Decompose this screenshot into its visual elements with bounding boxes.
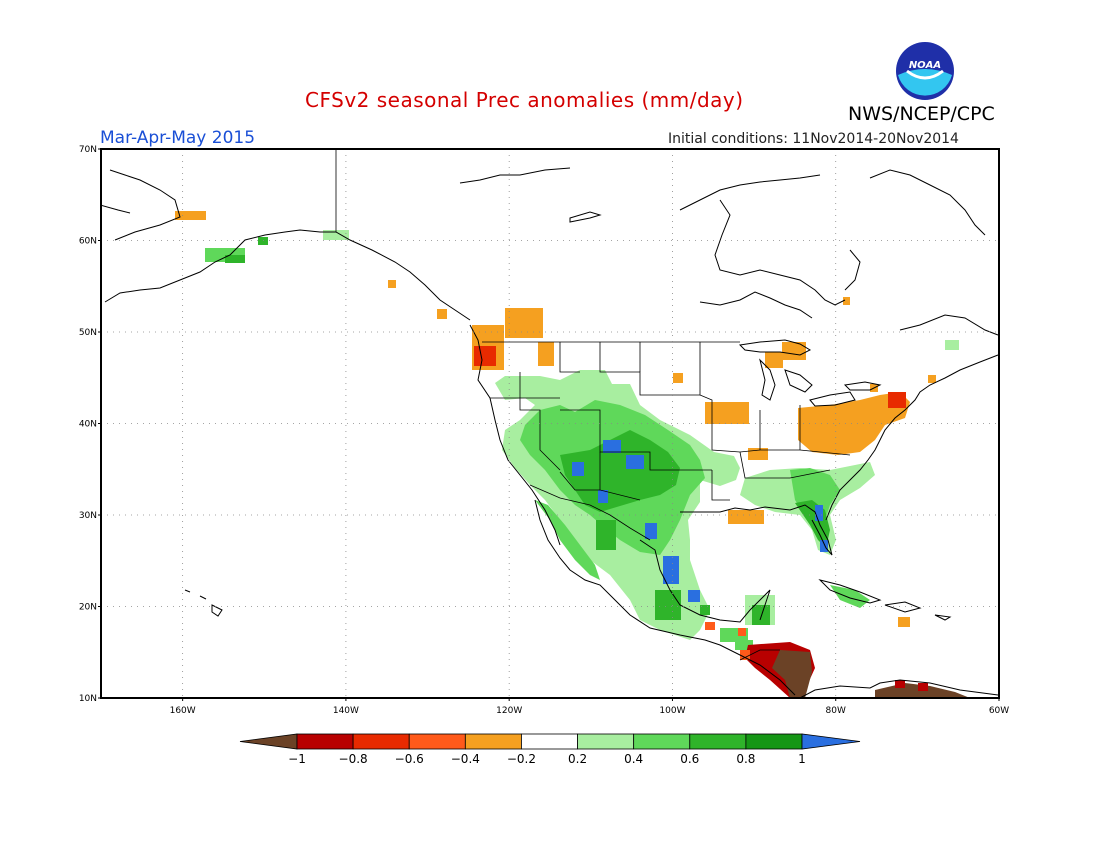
lat-label: 30N xyxy=(79,511,97,521)
lon-label: 140W xyxy=(333,706,359,716)
lon-label: 160W xyxy=(170,706,196,716)
initial-conditions-label: Initial conditions: 11Nov2014-20Nov2014 xyxy=(668,131,959,147)
chart-title: CFSv2 seasonal Prec anomalies (mm/day) xyxy=(305,88,744,112)
colorbar-right-arrow xyxy=(801,733,861,750)
lat-label: 70N xyxy=(79,145,97,155)
longitude-labels: 160W 140W 120W 100W 80W 60W xyxy=(170,698,1009,716)
colorbar-segment xyxy=(689,733,747,750)
lat-label: 10N xyxy=(79,694,97,704)
colorbar-label: 0.2 xyxy=(568,752,587,766)
colorbar-segment xyxy=(633,733,691,750)
anomaly-shading xyxy=(175,211,970,698)
colorbar-label: 0.6 xyxy=(680,752,699,766)
latitude-labels: 70N 60N 50N 40N 30N 20N 10N xyxy=(79,145,101,704)
colorbar xyxy=(239,733,861,750)
lat-label: 20N xyxy=(79,603,97,613)
agency-label: NWS/NCEP/CPC xyxy=(848,103,995,125)
noaa-logo-text: NOAA xyxy=(909,60,941,71)
colorbar-label: 0.8 xyxy=(736,752,755,766)
colorbar-left-arrow xyxy=(239,733,298,750)
lon-label: 120W xyxy=(496,706,522,716)
borders xyxy=(335,149,851,661)
colorbar-segment xyxy=(521,733,578,750)
colorbar-segment xyxy=(296,733,354,750)
season-label: Mar-Apr-May 2015 xyxy=(100,128,256,148)
lat-label: 40N xyxy=(79,420,97,430)
lat-label: 60N xyxy=(79,237,97,247)
coastlines xyxy=(101,167,999,698)
colorbar-label: −0.4 xyxy=(451,752,480,766)
lat-label: 50N xyxy=(79,328,97,338)
colorbar-label: −0.6 xyxy=(395,752,424,766)
lon-label: 100W xyxy=(659,706,685,716)
colorbar-label: 1 xyxy=(798,752,806,766)
colorbar-label: −1 xyxy=(288,752,306,766)
colorbar-segment xyxy=(352,733,410,750)
colorbar-label: −0.8 xyxy=(339,752,368,766)
lon-label: 60W xyxy=(989,706,1009,716)
map-content xyxy=(101,149,999,698)
colorbar-segment xyxy=(464,733,522,750)
colorbar-labels: −1 −0.8 −0.6 −0.4 −0.2 0.2 0.4 0.6 0.8 1 xyxy=(288,752,806,766)
colorbar-segment xyxy=(577,733,635,750)
noaa-logo: NOAA xyxy=(896,42,954,100)
colorbar-segment xyxy=(408,733,466,750)
lon-label: 80W xyxy=(826,706,846,716)
colorbar-segment xyxy=(745,733,803,750)
colorbar-label: −0.2 xyxy=(507,752,536,766)
colorbar-label: 0.4 xyxy=(624,752,643,766)
